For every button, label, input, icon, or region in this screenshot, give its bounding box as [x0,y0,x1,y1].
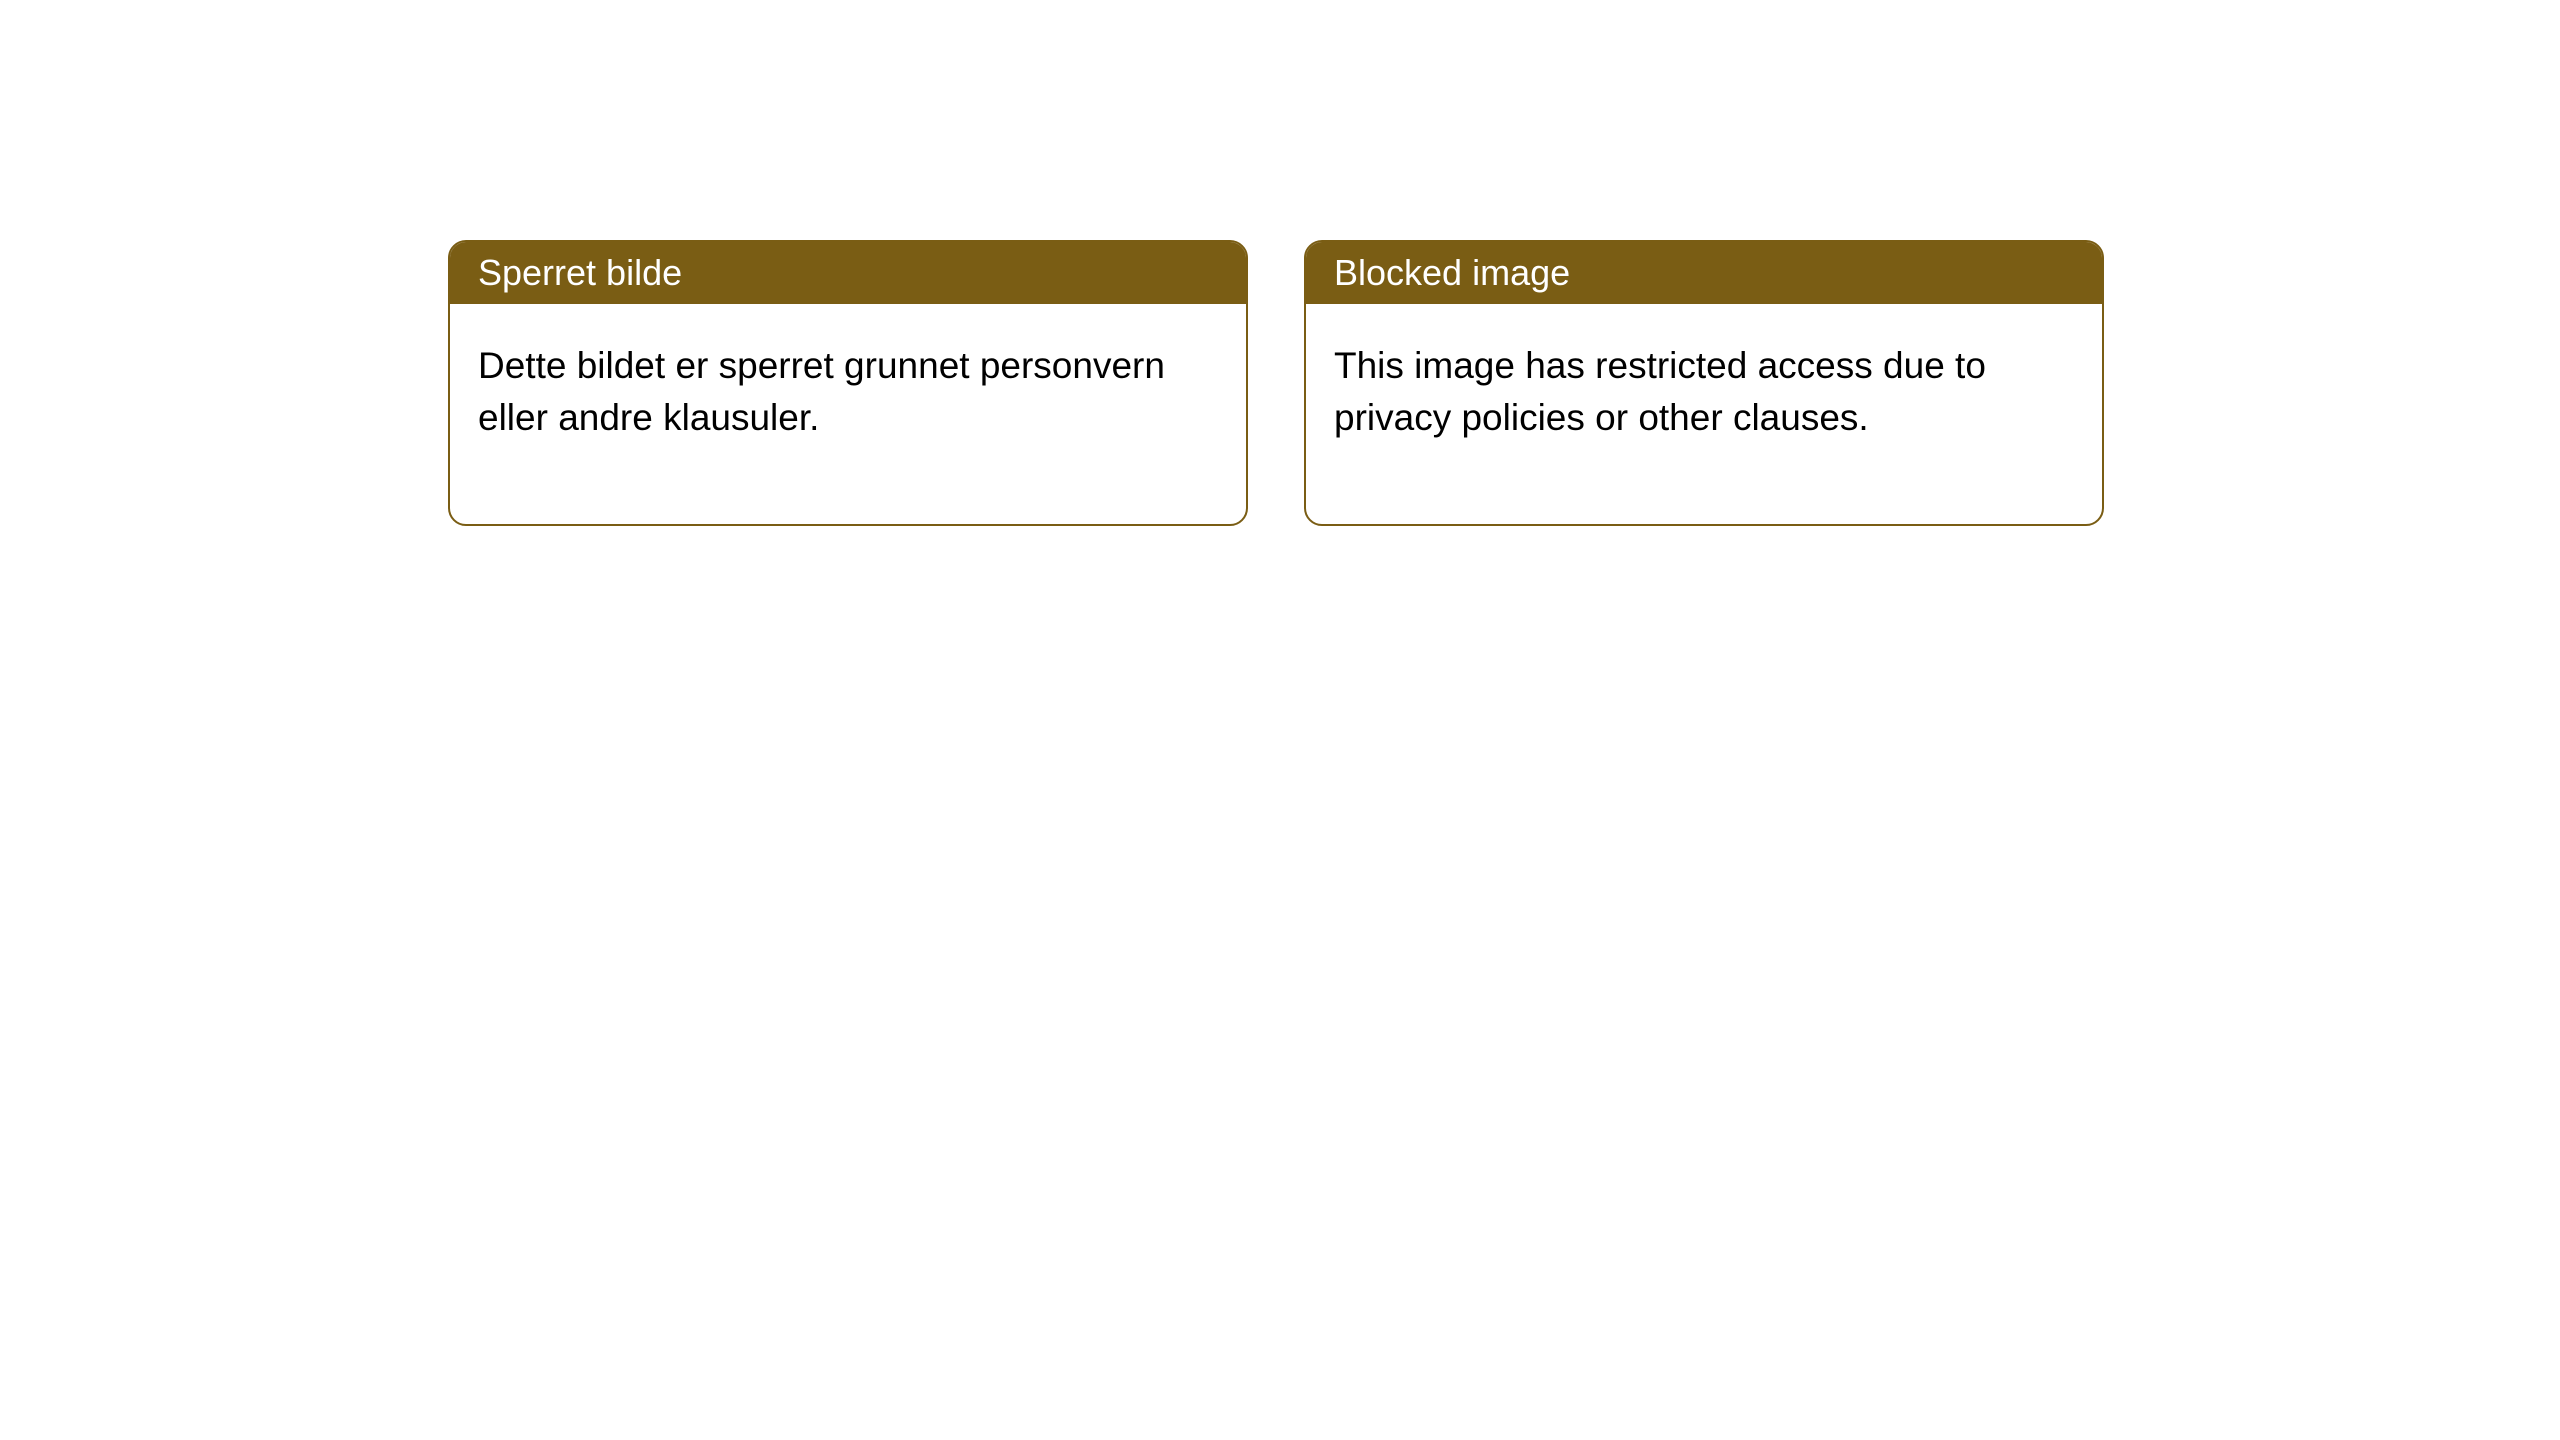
card-body-text: Dette bildet er sperret grunnet personve… [478,345,1165,438]
notice-card-english: Blocked image This image has restricted … [1304,240,2104,526]
card-title: Blocked image [1334,252,1570,293]
notice-card-norwegian: Sperret bilde Dette bildet er sperret gr… [448,240,1248,526]
card-body: This image has restricted access due to … [1306,304,2102,524]
card-header: Blocked image [1306,242,2102,304]
card-title: Sperret bilde [478,252,682,293]
card-body-text: This image has restricted access due to … [1334,345,1986,438]
card-body: Dette bildet er sperret grunnet personve… [450,304,1246,524]
card-header: Sperret bilde [450,242,1246,304]
notice-container: Sperret bilde Dette bildet er sperret gr… [0,0,2560,526]
